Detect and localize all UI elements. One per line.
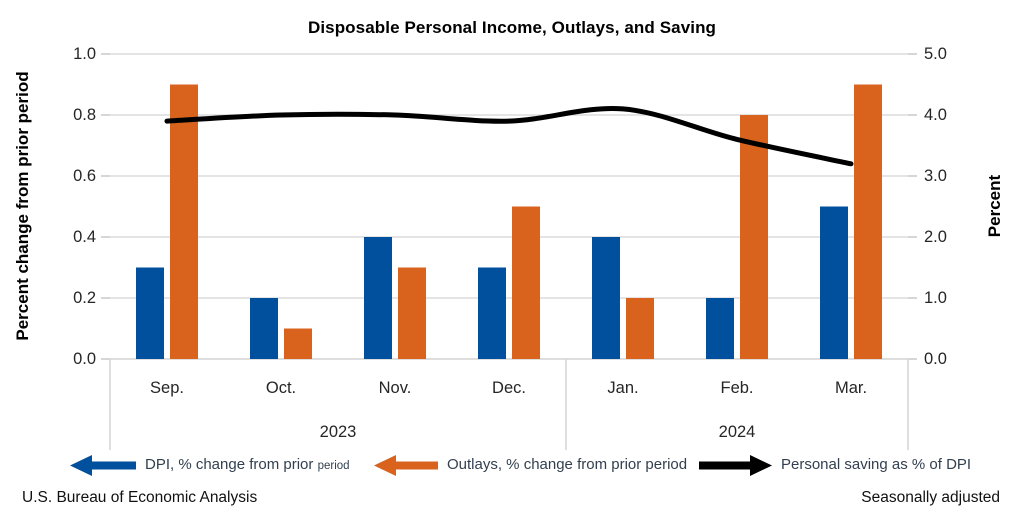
left-axis-tick-label: 0.8	[73, 106, 96, 124]
right-axis-tick-label: 5.0	[924, 45, 947, 63]
dpi-bar-feb	[706, 298, 734, 359]
left-axis-tick-label: 0.6	[73, 167, 96, 185]
month-label: Nov.	[378, 379, 412, 397]
outlays-bar-feb	[740, 115, 768, 359]
outlays-bar-nov	[398, 267, 426, 359]
month-label: Dec.	[492, 379, 526, 397]
adjustment-note: Seasonally adjusted	[861, 489, 1000, 506]
left-arrow-icon	[70, 454, 136, 476]
legend-label-dpi: DPI, % change from prior period	[145, 455, 350, 473]
right-axis-tick-label: 3.0	[924, 167, 947, 185]
year-label: 2024	[718, 423, 756, 441]
left-axis-tick-label: 0.4	[73, 228, 96, 246]
saving-rate-line	[164, 105, 854, 167]
left-axis-tick-label: 0.2	[73, 289, 96, 307]
outlays-bar-dec	[512, 206, 540, 359]
legend-item-dpi: DPI, % change from prior period	[70, 451, 350, 479]
legend-item-outlays: Outlays, % change from prior period	[374, 451, 687, 479]
month-label: Oct.	[265, 379, 297, 397]
dpi-bar-nov	[364, 237, 392, 359]
legend: DPI, % change from prior period Outlays,…	[0, 451, 1024, 479]
left-axis-tick-label: 1.0	[73, 45, 96, 63]
chart-title: Disposable Personal Income, Outlays, and…	[307, 18, 717, 37]
legend-label-saving: Personal saving as % of DPI	[781, 456, 972, 473]
month-label: Feb.	[720, 379, 754, 397]
legend-item-saving: Personal saving as % of DPI	[699, 451, 971, 479]
dpi-bar-jan	[592, 237, 620, 359]
right-axis-tick-label: 0.0	[924, 350, 947, 368]
left-arrow-icon	[374, 454, 438, 476]
outlays-bar-mar	[854, 84, 882, 359]
right-axis-tick-label: 2.0	[924, 228, 947, 246]
month-label: Jan.	[607, 379, 639, 397]
dpi-bar-dec	[478, 267, 506, 359]
outlays-bar-oct	[284, 328, 312, 359]
outlays-bar-sep	[170, 84, 198, 359]
left-axis-tick-label: 0.0	[73, 350, 96, 368]
dpi-bar-mar	[820, 206, 848, 359]
year-label: 2023	[319, 423, 357, 441]
right-axis-tick-label: 1.0	[924, 289, 947, 307]
source-attribution: U.S. Bureau of Economic Analysis	[22, 489, 258, 506]
outlays-bar-jan	[626, 298, 654, 359]
month-label: Sep.	[150, 379, 184, 397]
dpi-bar-sep	[136, 267, 164, 359]
legend-label-outlays: Outlays, % change from prior period	[447, 456, 688, 473]
dpi-bar-oct	[250, 298, 278, 359]
right-arrow-icon	[699, 454, 772, 476]
month-label: Mar.	[834, 379, 868, 397]
right-axis-tick-label: 4.0	[924, 106, 947, 124]
